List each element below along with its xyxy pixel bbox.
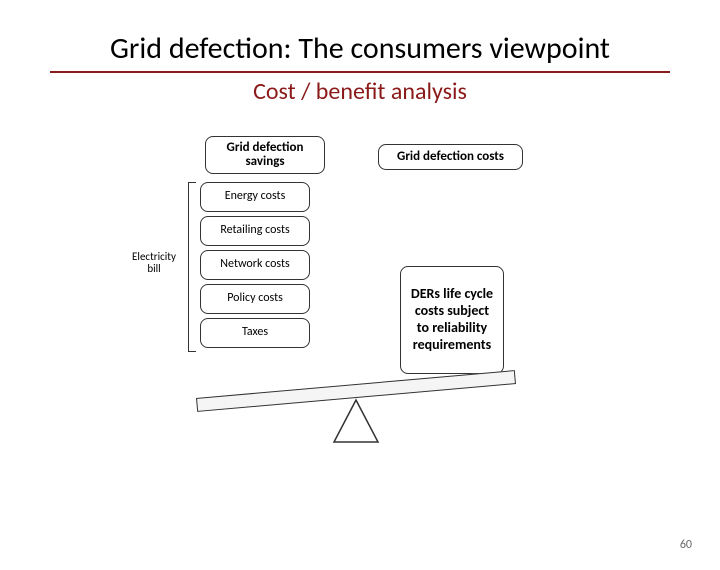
savings-item-4: Taxes xyxy=(200,318,310,348)
slide-title: Grid defection: The consumers viewpoint xyxy=(50,30,670,73)
savings-header: Grid defection savings xyxy=(205,136,325,174)
savings-item-1: Retailing costs xyxy=(200,216,310,246)
fulcrum-icon xyxy=(332,398,380,444)
ders-costs-box: DERs life cycle costs subject to reliabi… xyxy=(400,266,504,374)
electricity-bill-label: Electricity bill xyxy=(130,251,178,275)
balance-diagram: Grid defection savings Grid defection cos… xyxy=(0,116,720,506)
costs-header: Grid defection costs xyxy=(378,144,523,170)
savings-item-3: Policy costs xyxy=(200,284,310,314)
slide-subtitle: Cost / benefit analysis xyxy=(0,77,720,106)
electricity-bill-bracket xyxy=(188,182,196,352)
savings-item-0: Energy costs xyxy=(200,182,310,212)
page-number: 60 xyxy=(680,538,692,552)
savings-item-2: Network costs xyxy=(200,250,310,280)
